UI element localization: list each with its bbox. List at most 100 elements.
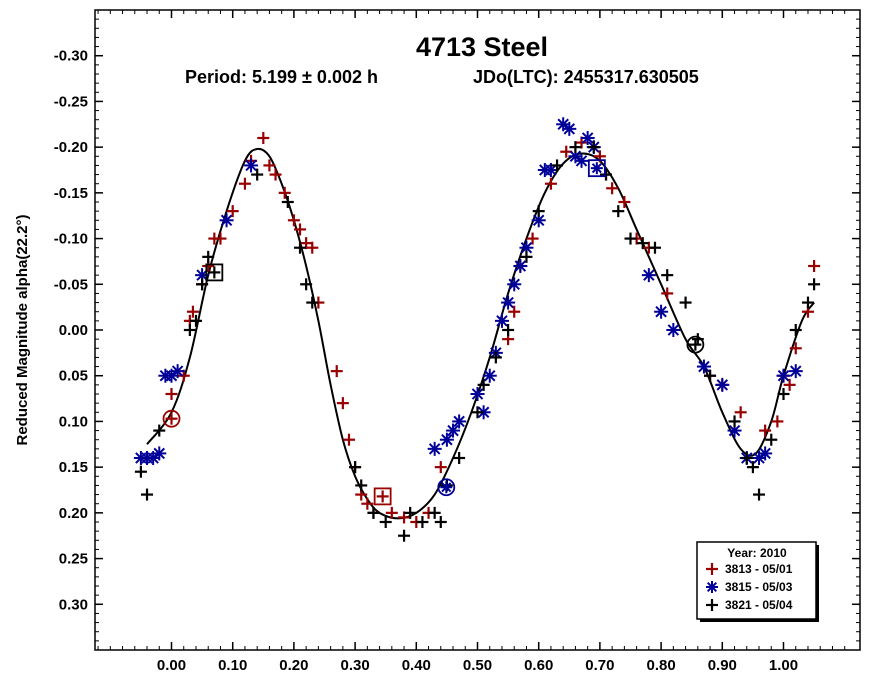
data-point-plus <box>336 397 349 410</box>
data-point-plus <box>294 241 307 254</box>
data-point-plus <box>153 424 166 437</box>
data-point-asterisk <box>580 131 595 145</box>
zero-point-circle <box>162 409 181 428</box>
zero-point-markers <box>162 159 705 506</box>
legend: Year: 2010 3813 - 05/01 3815 - 05/03 3821 … <box>696 541 819 622</box>
data-point-plus <box>434 461 447 474</box>
data-point-plus <box>477 378 490 391</box>
data-point-plus <box>294 223 307 236</box>
data-point-plus <box>278 186 291 199</box>
data-point-asterisk <box>513 259 528 273</box>
data-point-asterisk <box>590 162 603 175</box>
data-point-plus <box>740 452 753 464</box>
y-tick-label: 0.30 <box>59 596 88 613</box>
data-point-plus <box>606 182 619 195</box>
data-point-asterisk <box>531 213 546 228</box>
data-point-plus <box>471 406 484 419</box>
y-tick-label: 0.20 <box>59 505 88 522</box>
data-point-plus <box>789 324 802 336</box>
legend-shadow-bottom <box>700 619 819 622</box>
data-point-asterisk <box>470 387 485 401</box>
data-point-plus <box>189 314 202 327</box>
x-tick-label: 0.50 <box>463 657 492 674</box>
data-point-plus <box>251 168 264 181</box>
data-point-asterisk <box>706 581 718 593</box>
data-point-plus <box>376 490 389 503</box>
data-point-asterisk <box>244 158 259 173</box>
x-tick-label: 1.00 <box>769 657 798 674</box>
zero-point-circle <box>437 478 456 497</box>
x-tick-label: 0.40 <box>402 657 431 674</box>
data-point-asterisk <box>494 313 509 328</box>
data-point-plus <box>706 599 718 611</box>
data-point-plus <box>808 278 821 291</box>
data-point-asterisk <box>501 295 516 310</box>
data-point-plus <box>342 433 355 446</box>
data-point-asterisk <box>446 423 461 438</box>
data-point-plus <box>734 406 747 419</box>
y-tick-label: 0.10 <box>59 413 88 430</box>
data-point-plus <box>330 365 343 378</box>
y-tick-label: -0.30 <box>54 48 88 65</box>
y-tick-label: -0.20 <box>54 139 88 156</box>
data-point-plus <box>226 205 239 218</box>
data-point-plus <box>526 232 539 245</box>
x-tick-label: 0.20 <box>279 657 308 674</box>
data-point-plus <box>489 351 502 364</box>
data-point-plus <box>728 415 741 428</box>
data-point-plus <box>569 141 582 154</box>
data-point-plus <box>361 497 374 510</box>
y-tick-label: -0.15 <box>54 185 88 202</box>
data-point-plus <box>385 506 398 519</box>
data-point-plus <box>165 388 178 400</box>
data-point-plus <box>214 232 227 245</box>
y-tick-label: -0.05 <box>54 276 88 293</box>
data-point-asterisk <box>427 441 442 456</box>
data-point-plus <box>618 196 631 208</box>
data-point-plus <box>349 461 362 474</box>
y-tick-label: 0.05 <box>59 368 88 385</box>
x-tick-label: 0.30 <box>340 657 369 674</box>
chart-title: 4713 Steel <box>416 32 548 62</box>
y-tick-label: -0.25 <box>54 93 88 110</box>
data-point-asterisk <box>758 446 773 461</box>
data-point-plus <box>398 529 411 542</box>
data-point-asterisk <box>788 364 803 379</box>
data-point-asterisk <box>666 323 681 337</box>
data-point-plus <box>636 237 649 250</box>
data-point-asterisk <box>641 268 656 283</box>
data-point-plus <box>306 241 319 254</box>
data-point-plus <box>416 516 429 528</box>
data-point-plus <box>648 241 661 254</box>
data-point-plus <box>502 324 515 336</box>
data-point-plus <box>196 278 209 291</box>
data-point-asterisk <box>482 368 497 383</box>
data-point-asterisk <box>439 432 454 447</box>
data-point-plus <box>238 177 251 190</box>
x-tick-label: 0.60 <box>524 657 553 674</box>
data-point-plus <box>355 479 368 492</box>
zero-point-square <box>205 263 224 282</box>
data-point-asterisk <box>519 240 534 255</box>
data-point-plus <box>141 488 154 501</box>
y-tick-label: 0.15 <box>59 459 88 476</box>
data-point-plus <box>269 168 282 181</box>
data-point-asterisk <box>452 414 467 429</box>
data-point-plus <box>612 205 625 218</box>
x-tick-label: 0.70 <box>585 657 614 674</box>
data-point-asterisk <box>543 163 558 177</box>
data-point-plus <box>257 132 270 144</box>
data-point-plus <box>453 452 466 464</box>
legend-entry-label: 3815 - 05/03 <box>725 580 793 594</box>
data-point-plus <box>367 506 380 519</box>
data-point-asterisk <box>170 364 185 379</box>
zero-point-square <box>587 159 606 178</box>
data-point-plus <box>300 278 313 291</box>
data-points <box>133 117 821 542</box>
data-point-plus <box>679 296 692 309</box>
data-point-plus <box>759 424 772 437</box>
data-point-plus <box>661 269 674 282</box>
data-point-plus <box>165 412 178 425</box>
data-point-asterisk <box>562 121 577 136</box>
